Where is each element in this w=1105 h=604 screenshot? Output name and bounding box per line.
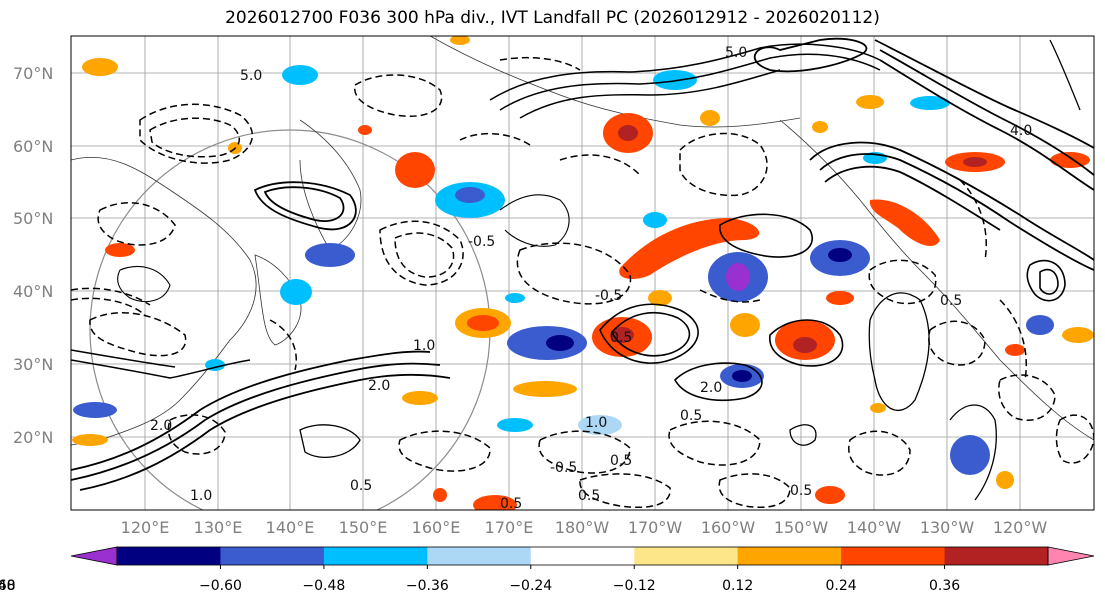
contour-label: 0.5 [940, 293, 962, 309]
contour-label: 5.0 [725, 45, 747, 61]
latitude-labels: 70°N 60°N 50°N 40°N 30°N 20°N [13, 64, 53, 447]
coastlines [71, 36, 1094, 446]
colorbar-segment [427, 547, 532, 565]
map-content: 5.0 4.0 2.0 1.0 0.5 -0.5 1.0 2.0 0.5 -0.… [71, 36, 1094, 512]
contour-label: 2.0 [368, 378, 390, 394]
colorbar-segment [944, 547, 1049, 565]
lon-label: 160°E [412, 518, 461, 537]
contour-label: 2.0 [700, 380, 722, 396]
contour-label: 0.5 [610, 330, 632, 346]
colorbar-segment [634, 547, 739, 565]
longitude-labels: 120°E 130°E 140°E 150°E 160°E 170°E 180°… [121, 518, 1048, 537]
lon-label: 180°W [555, 518, 610, 537]
lon-label: 160°W [701, 518, 756, 537]
contour-label: -0.5 [468, 234, 495, 250]
lon-label: 120°W [993, 518, 1048, 537]
colorbar-segment [737, 547, 842, 565]
lon-label: 130°W [920, 518, 975, 537]
contour-label: 0.5 [790, 483, 812, 499]
colorbar-tick-label: 0.48 [0, 578, 16, 594]
contour-value-labels: 5.0 4.0 2.0 1.0 0.5 -0.5 1.0 2.0 0.5 -0.… [150, 45, 1032, 512]
colorbar-segment [323, 547, 428, 565]
lat-label: 30°N [13, 355, 53, 374]
lon-label: 140°E [266, 518, 315, 537]
colorbar-tick-label: 0.12 [722, 578, 753, 594]
map-frame [70, 35, 1095, 511]
contour-label: 0.5 [610, 453, 632, 469]
lon-label: 150°W [774, 518, 829, 537]
lat-label: 20°N [13, 428, 53, 447]
lon-label: 170°W [628, 518, 683, 537]
contour-label: 4.0 [1010, 123, 1032, 139]
colorbar-segment [117, 547, 221, 565]
contour-label: 1.0 [413, 338, 435, 354]
colorbar-tick-label: −0.12 [613, 578, 656, 594]
colorbar-tick-label: −0.60 [199, 578, 242, 594]
lat-label: 60°N [13, 137, 53, 156]
contour-label: 1.0 [190, 488, 212, 504]
lon-label: 170°E [485, 518, 534, 537]
colorbar-segment [841, 547, 946, 565]
lat-label: 40°N [13, 282, 53, 301]
lat-label: 50°N [13, 209, 53, 228]
colorbar-frame [116, 546, 1049, 566]
lon-label: 130°E [194, 518, 243, 537]
contour-label: -0.5 [595, 288, 622, 304]
contour-label: 0.5 [578, 488, 600, 504]
colorbar: −0.60 −0.48 −0.36 −0.24 −0.12 0.12 0.24 … [0, 546, 1095, 594]
colorbar-extension-min [70, 546, 118, 566]
colorbar-segment [530, 547, 635, 565]
colorbar-extension-max [1047, 546, 1095, 566]
colorbar-tick-label: −0.36 [406, 578, 449, 594]
colorbar-tick-label: 0.60 [0, 578, 16, 594]
contour-label: 2.0 [150, 418, 172, 434]
colorbar-segment [220, 547, 325, 565]
contour-label: 0.5 [350, 478, 372, 494]
contours [71, 37, 1094, 509]
map-title: 2026012700 F036 300 hPa div., IVT Landfa… [225, 8, 880, 28]
colorbar-tick-label: 0.24 [826, 578, 857, 594]
contour-label: 5.0 [240, 68, 262, 84]
lon-label: 150°E [339, 518, 388, 537]
lon-label: 140°W [847, 518, 902, 537]
contour-label: 0.5 [500, 496, 522, 512]
lon-label: 120°E [121, 518, 170, 537]
colorbar-ticks [219, 565, 946, 569]
colorbar-tick-label: 0.36 [929, 578, 960, 594]
contour-label: 1.0 [585, 415, 607, 431]
lat-label: 70°N [13, 64, 53, 83]
colorbar-tick-label: −0.48 [302, 578, 345, 594]
colorbar-segments [70, 546, 1095, 566]
colorbar-tick-label: −0.24 [509, 578, 552, 594]
contour-label: 0.5 [680, 408, 702, 424]
contour-label: -0.5 [550, 460, 577, 476]
divergence-shading [72, 36, 1094, 510]
